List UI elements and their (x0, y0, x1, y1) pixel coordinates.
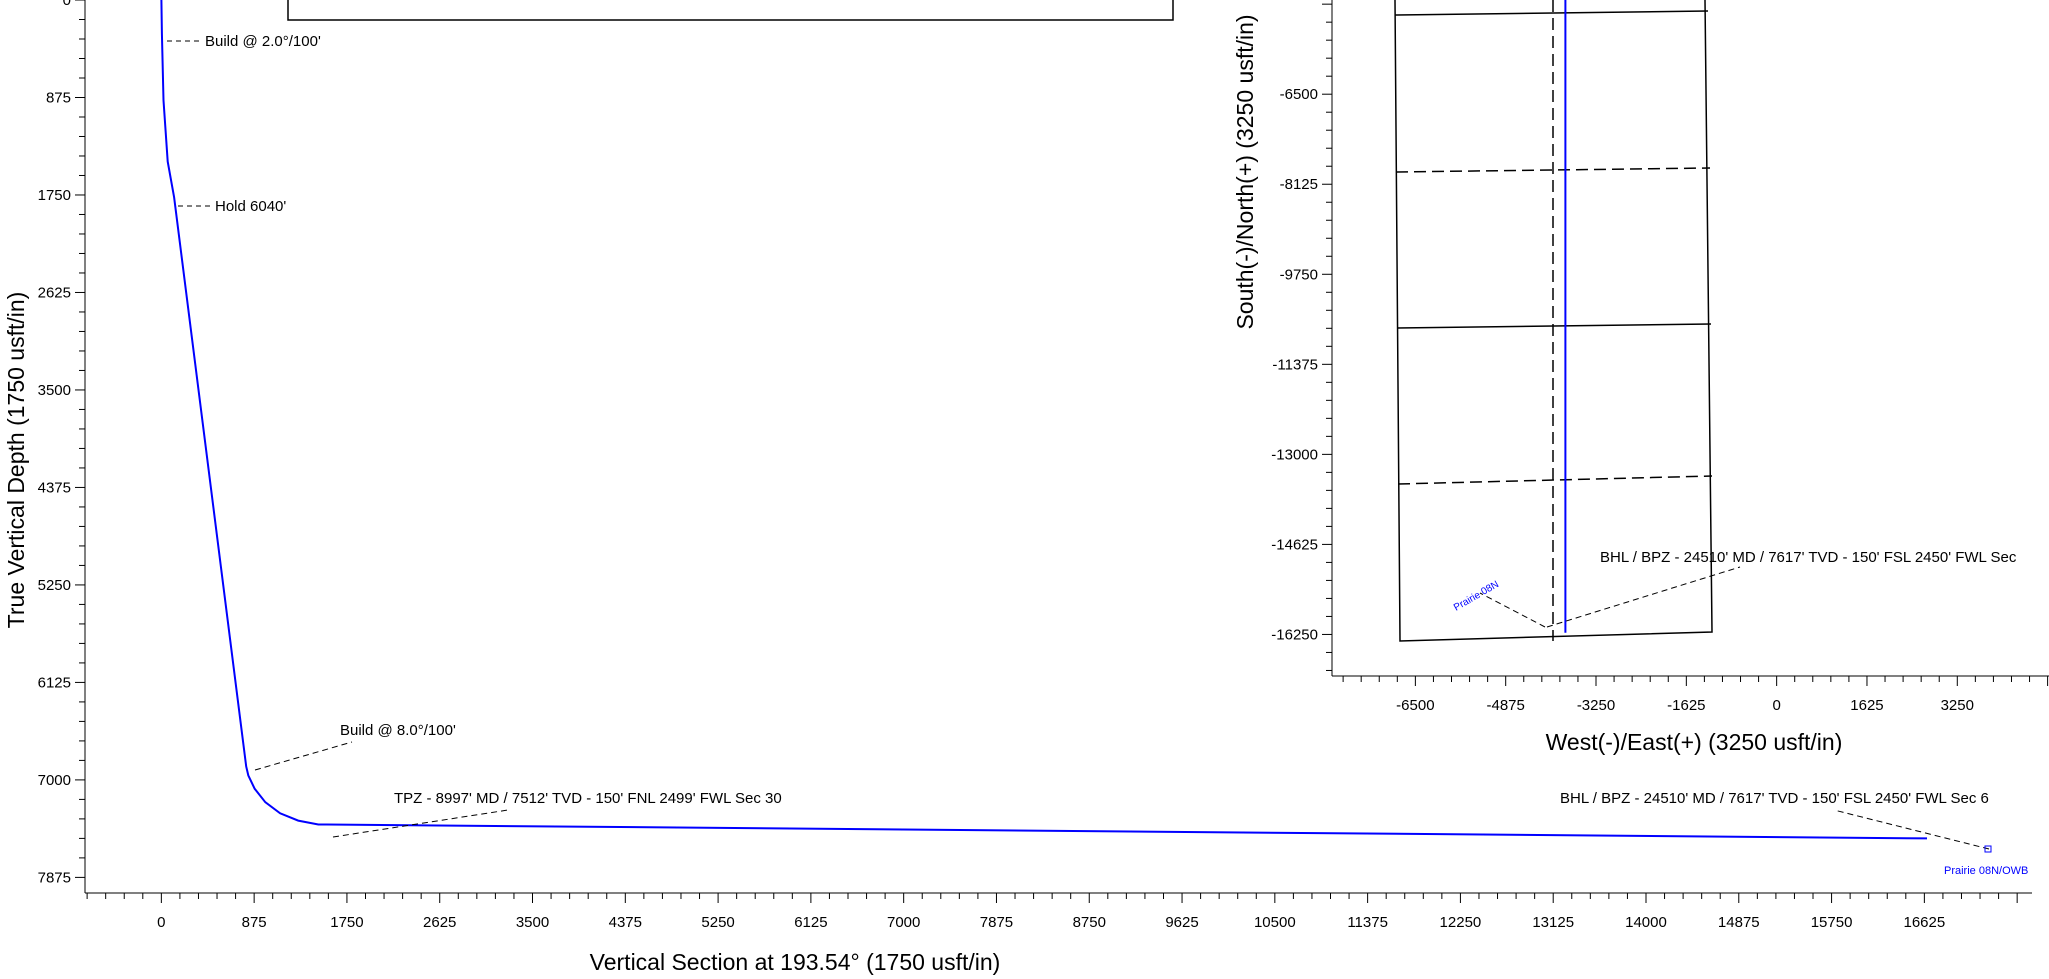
quarter-line (1397, 475, 1713, 485)
series-line-1 (160, 0, 1928, 840)
bhl-target-marker (1984, 845, 1992, 853)
x-tick-label: -4875 (1487, 697, 1525, 714)
x-tick-label: 4375 (609, 914, 642, 931)
x-tick-label: 2625 (423, 914, 456, 931)
y-axis-title: True Vertical Depth (1750 usft/in) (3, 292, 29, 629)
x-tick-label: 1625 (1850, 697, 1883, 714)
x-tick-label: 12250 (1440, 914, 1482, 931)
x-tick-label: 13125 (1532, 914, 1574, 931)
well-name-label: Prairie 08N (1452, 579, 1501, 614)
y-tick-label: 2625 (38, 284, 71, 301)
x-tick-label: 11375 (1347, 914, 1388, 931)
x-tick-label: 8750 (1073, 914, 1106, 931)
y-tick-label: -6500 (1280, 86, 1318, 103)
y-tick-label: -9750 (1280, 266, 1318, 283)
vertical-section-chart: 0 875 1750 2625 3500 4375 5250 6125 7000 7875 0 87… (3, 0, 2032, 975)
y-tick-label: 0 (63, 0, 71, 9)
plan-annotations: BHL / BPZ - 24510' MD / 7617' TVD - 150'… (1452, 549, 2017, 628)
y-axis-title: South(-)/North(+) (3250 usft/in) (1232, 14, 1258, 329)
x-tick-label: 3500 (516, 914, 549, 931)
y-tick-label: -8125 (1280, 176, 1318, 193)
y-tick-label: -16250 (1271, 626, 1318, 643)
x-axis-title: West(-)/East(+) (3250 usft/in) (1546, 729, 1843, 755)
x-tick-label: 6125 (794, 914, 827, 931)
annotation-hold: Hold 6040' (215, 198, 286, 215)
annotation-bhl: BHL / BPZ - 24510' MD / 7617' TVD - 150'… (1560, 790, 1989, 807)
y-tick-label: 875 (46, 89, 71, 106)
x-tick-label: 14000 (1625, 914, 1667, 931)
well-path-annotations: Build @ 2.0°/100' Hold 6040' Build @ 8.0… (167, 33, 2028, 877)
x-tick-label: 14875 (1718, 914, 1760, 931)
x-tick-label: 15750 (1811, 914, 1853, 931)
y-tick-label: -14625 (1271, 536, 1318, 553)
well-path-series (160, 0, 1928, 840)
x-tick-label: 9625 (1165, 914, 1198, 931)
y-tick-label: 3500 (38, 382, 71, 399)
y-tick-label: 4375 (38, 479, 71, 496)
x-tick-label: 5250 (701, 914, 734, 931)
y-tick-label: 5250 (38, 577, 71, 594)
x-tick-label: 7875 (980, 914, 1013, 931)
y-tick-label: -11375 (1272, 356, 1318, 373)
section-grid (1394, 0, 1713, 642)
annotation-leader (1546, 566, 1741, 628)
annotation-build-2: Build @ 2.0°/100' (205, 33, 321, 50)
y-tick-label: 6125 (38, 674, 71, 691)
y-tick-label: 1750 (38, 187, 71, 204)
plan-view-chart: -6500-8125-9750-11375-13000-14625-16250 … (1232, 0, 2049, 755)
vertical-section-axis: 0 875 1750 2625 3500 4375 5250 6125 7000 7875 8750… (85, 892, 2032, 931)
section-line (1394, 10, 1709, 16)
x-tick-label: 875 (242, 914, 267, 931)
y-tick-label: 7000 (38, 772, 71, 789)
north-south-axis: -6500 -8125 -9750 -11375 -13000 -14625 -16250 (1271, 0, 1333, 676)
x-axis-title: Vertical Section at 193.54° (1750 usft/i… (590, 949, 1001, 975)
annotation-leader (332, 809, 509, 838)
tvd-axis: 0 875 1750 2625 3500 4375 5250 6125 7000 7875 (38, 0, 86, 893)
well-name-label: Prairie 08N/OWB (1944, 865, 2028, 877)
annotation-leader (1479, 592, 1546, 628)
x-tick-label: 1750 (330, 914, 363, 931)
x-tick-label: 3250 (1941, 697, 1974, 714)
quarter-line (1395, 167, 1711, 173)
top-panel-frame (287, 0, 1174, 21)
annotation-bhl-plan: BHL / BPZ - 24510' MD / 7617' TVD - 150'… (1600, 549, 2017, 566)
x-tick-label: 0 (1772, 697, 1780, 714)
x-tick-label: -3250 (1577, 697, 1615, 714)
x-tick-label: 10500 (1254, 914, 1296, 931)
x-tick-label: -6500 (1396, 697, 1434, 714)
lease-boundary (1394, 0, 1713, 642)
annotation-leader (1833, 809, 1990, 850)
y-tick-label: -13000 (1271, 446, 1318, 463)
x-tick-label: -1625 (1667, 697, 1705, 714)
x-tick-label: 0 (157, 914, 165, 931)
annotation-tpz: TPZ - 8997' MD / 7512' TVD - 150' FNL 24… (394, 790, 782, 807)
annotation-build-8: Build @ 8.0°/100' (340, 722, 456, 739)
west-east-axis: -6500 -4875 -3250 -1625 0 1625 3250 (1332, 675, 2049, 714)
section-line (1396, 323, 1712, 329)
y-tick-label: 7875 (38, 869, 71, 886)
x-tick-label: 16625 (1904, 914, 1946, 931)
x-tick-label: 7000 (887, 914, 920, 931)
annotation-leader (254, 741, 353, 771)
